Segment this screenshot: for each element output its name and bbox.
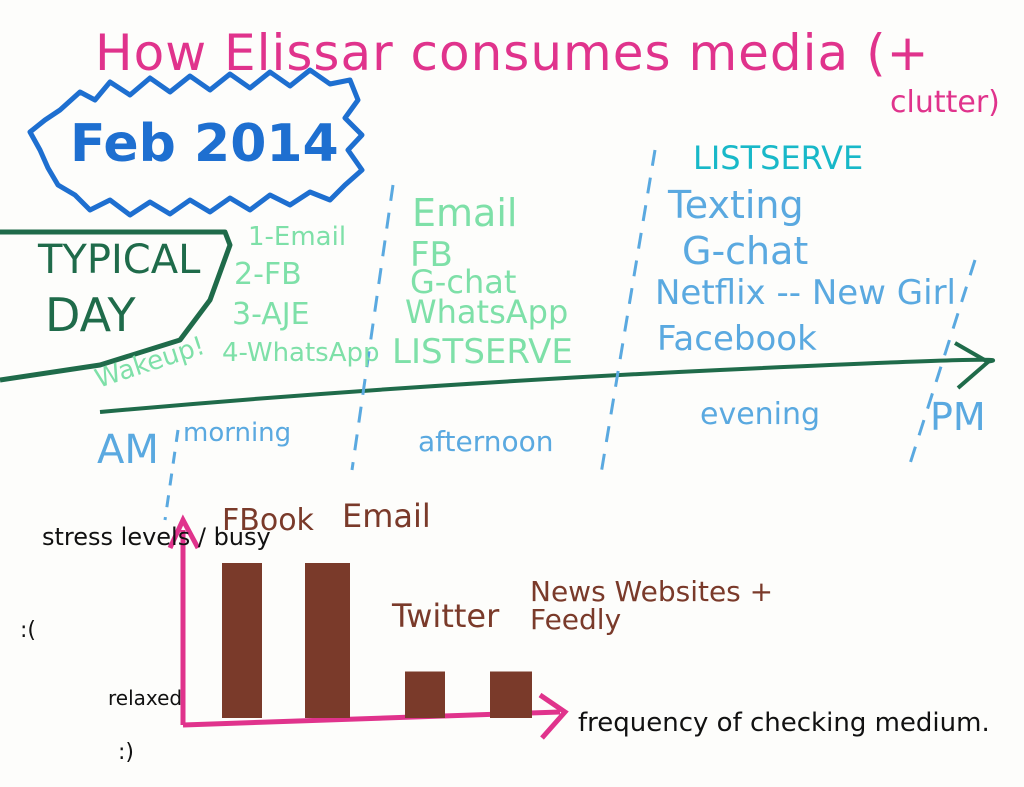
afternoon-item-5: LISTSERVE — [392, 332, 573, 372]
bar-label-news: News Websites + Feedly — [530, 575, 774, 636]
evening-item-2: Texting — [668, 183, 804, 227]
page-title-line2: clutter) — [890, 85, 1000, 120]
divider-afternoon-evening — [598, 149, 657, 481]
bar-0 — [222, 563, 262, 718]
timeline-pm-label: PM — [930, 395, 986, 439]
timeline-line — [99, 357, 996, 414]
timeline-morning-label: morning — [183, 418, 292, 448]
divider-morning-afternoon — [350, 184, 395, 471]
morning-item-2: 2-FB — [234, 257, 302, 292]
typical-label: TYPICAL — [38, 237, 201, 283]
y-axis-label-text: stress levels / busy — [42, 523, 271, 551]
relaxed-face: :) — [118, 740, 134, 765]
afternoon-item-2: FB — [410, 235, 453, 275]
bar-label-twitter: Twitter — [392, 597, 500, 635]
morning-item-3: 3-AJE — [232, 297, 310, 332]
stressed-face: :( — [20, 618, 36, 643]
evening-item-5: Facebook — [657, 319, 817, 359]
x-axis-arrowhead — [538, 692, 569, 740]
afternoon-item-1: Email — [412, 191, 518, 235]
divider-am-morning — [163, 429, 180, 521]
morning-item-1: 1-Email — [248, 222, 347, 252]
morning-item-4: 4-WhatsApp — [222, 338, 380, 368]
bar-3 — [490, 671, 532, 718]
bar-1 — [305, 563, 350, 718]
timeline-am-label: AM — [97, 427, 159, 473]
timeline-arrowhead — [954, 341, 992, 390]
typical-day-frame — [0, 229, 233, 383]
date-badge: Feb 2014 — [70, 114, 339, 174]
afternoon-item-4: WhatsApp — [405, 293, 569, 331]
bar-2 — [405, 671, 445, 718]
relaxed-label: relaxed — [108, 686, 183, 710]
date-badge-outline — [27, 67, 365, 218]
evening-item-1: LISTSERVE — [693, 139, 864, 177]
page-title: How Elissar consumes media (+ — [95, 24, 930, 82]
bar-label-fbook: FBook — [222, 503, 314, 538]
y-axis-arrowhead — [167, 514, 201, 550]
timeline-evening-label: evening — [700, 397, 821, 432]
afternoon-item-3: G-chat — [410, 263, 517, 301]
bars-group — [222, 563, 532, 718]
day-label: DAY — [45, 288, 136, 342]
bar-label-email: Email — [342, 497, 431, 535]
evening-item-4: Netflix -- New Girl — [655, 273, 957, 313]
timeline-afternoon-label: afternoon — [418, 425, 554, 458]
divider-evening-pm — [906, 259, 977, 471]
x-axis-label: frequency of checking medium. — [578, 708, 990, 738]
evening-item-3: G-chat — [682, 229, 809, 273]
